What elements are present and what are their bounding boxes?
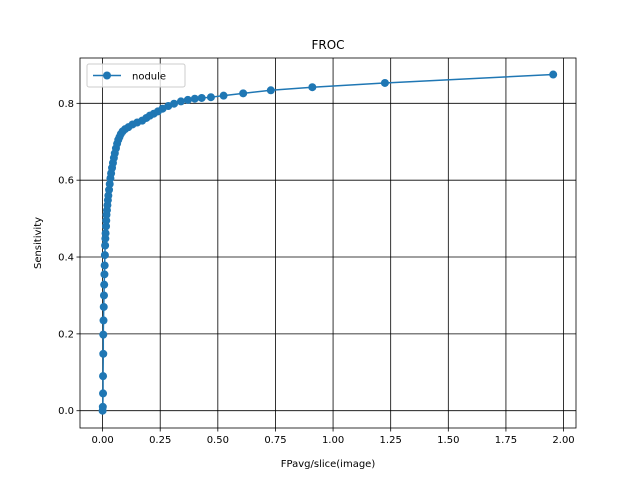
chart-title: FROC xyxy=(311,38,344,52)
data-point xyxy=(101,241,110,250)
x-tick-label: 1.25 xyxy=(380,435,402,446)
legend: nodule xyxy=(86,63,186,88)
data-point xyxy=(101,229,110,238)
x-tick-label: 2.00 xyxy=(552,435,574,446)
data-point xyxy=(102,216,111,225)
y-tick-label: 0.4 xyxy=(58,253,74,264)
data-point xyxy=(219,91,228,100)
x-tick-label: 0.75 xyxy=(264,435,286,446)
legend-box xyxy=(86,63,186,88)
data-point xyxy=(100,280,109,289)
legend-label: nodule xyxy=(132,72,166,83)
y-tick-label: 0.0 xyxy=(58,406,74,417)
data-point xyxy=(102,222,111,231)
plot-frame xyxy=(79,57,577,429)
data-point xyxy=(549,70,558,79)
data-point xyxy=(206,93,215,102)
data-point xyxy=(170,99,179,108)
data-point xyxy=(99,291,108,300)
data-point xyxy=(99,316,108,325)
data-point xyxy=(308,83,317,92)
data-point xyxy=(266,86,275,95)
data-point xyxy=(99,330,108,339)
x-axis-label: FPavg/slice(image) xyxy=(281,459,376,470)
data-point xyxy=(190,94,199,103)
data-point xyxy=(176,97,185,106)
data-point xyxy=(98,402,107,411)
x-tick-label: 1.50 xyxy=(437,435,459,446)
grid-lines xyxy=(80,58,576,428)
y-axis-label: Sensitivity xyxy=(33,217,44,269)
data-point xyxy=(197,93,206,102)
data-point xyxy=(100,270,109,279)
data-point xyxy=(380,78,389,87)
y-tick-label: 0.6 xyxy=(58,176,74,187)
axis-ticks: 0.00 0.25 0.50 0.75 1.00 1.25 1.50 1.75 2.00 0.0 0… xyxy=(58,99,575,446)
data-point xyxy=(99,302,108,311)
data-point xyxy=(99,389,108,398)
x-tick-label: 0.25 xyxy=(149,435,171,446)
y-tick-label: 0.8 xyxy=(58,99,74,110)
data-point xyxy=(99,349,108,358)
x-tick-label: 1.75 xyxy=(495,435,517,446)
data-point xyxy=(239,89,248,98)
data-point xyxy=(99,372,108,381)
legend-marker xyxy=(103,71,111,80)
x-tick-label: 0.50 xyxy=(207,435,229,446)
x-tick-label: 1.00 xyxy=(322,435,344,446)
data-point xyxy=(100,251,109,260)
y-tick-label: 0.2 xyxy=(58,329,74,340)
x-tick-label: 0.00 xyxy=(91,435,113,446)
data-point xyxy=(183,95,192,104)
data-point xyxy=(100,261,109,270)
series-markers xyxy=(98,70,558,415)
